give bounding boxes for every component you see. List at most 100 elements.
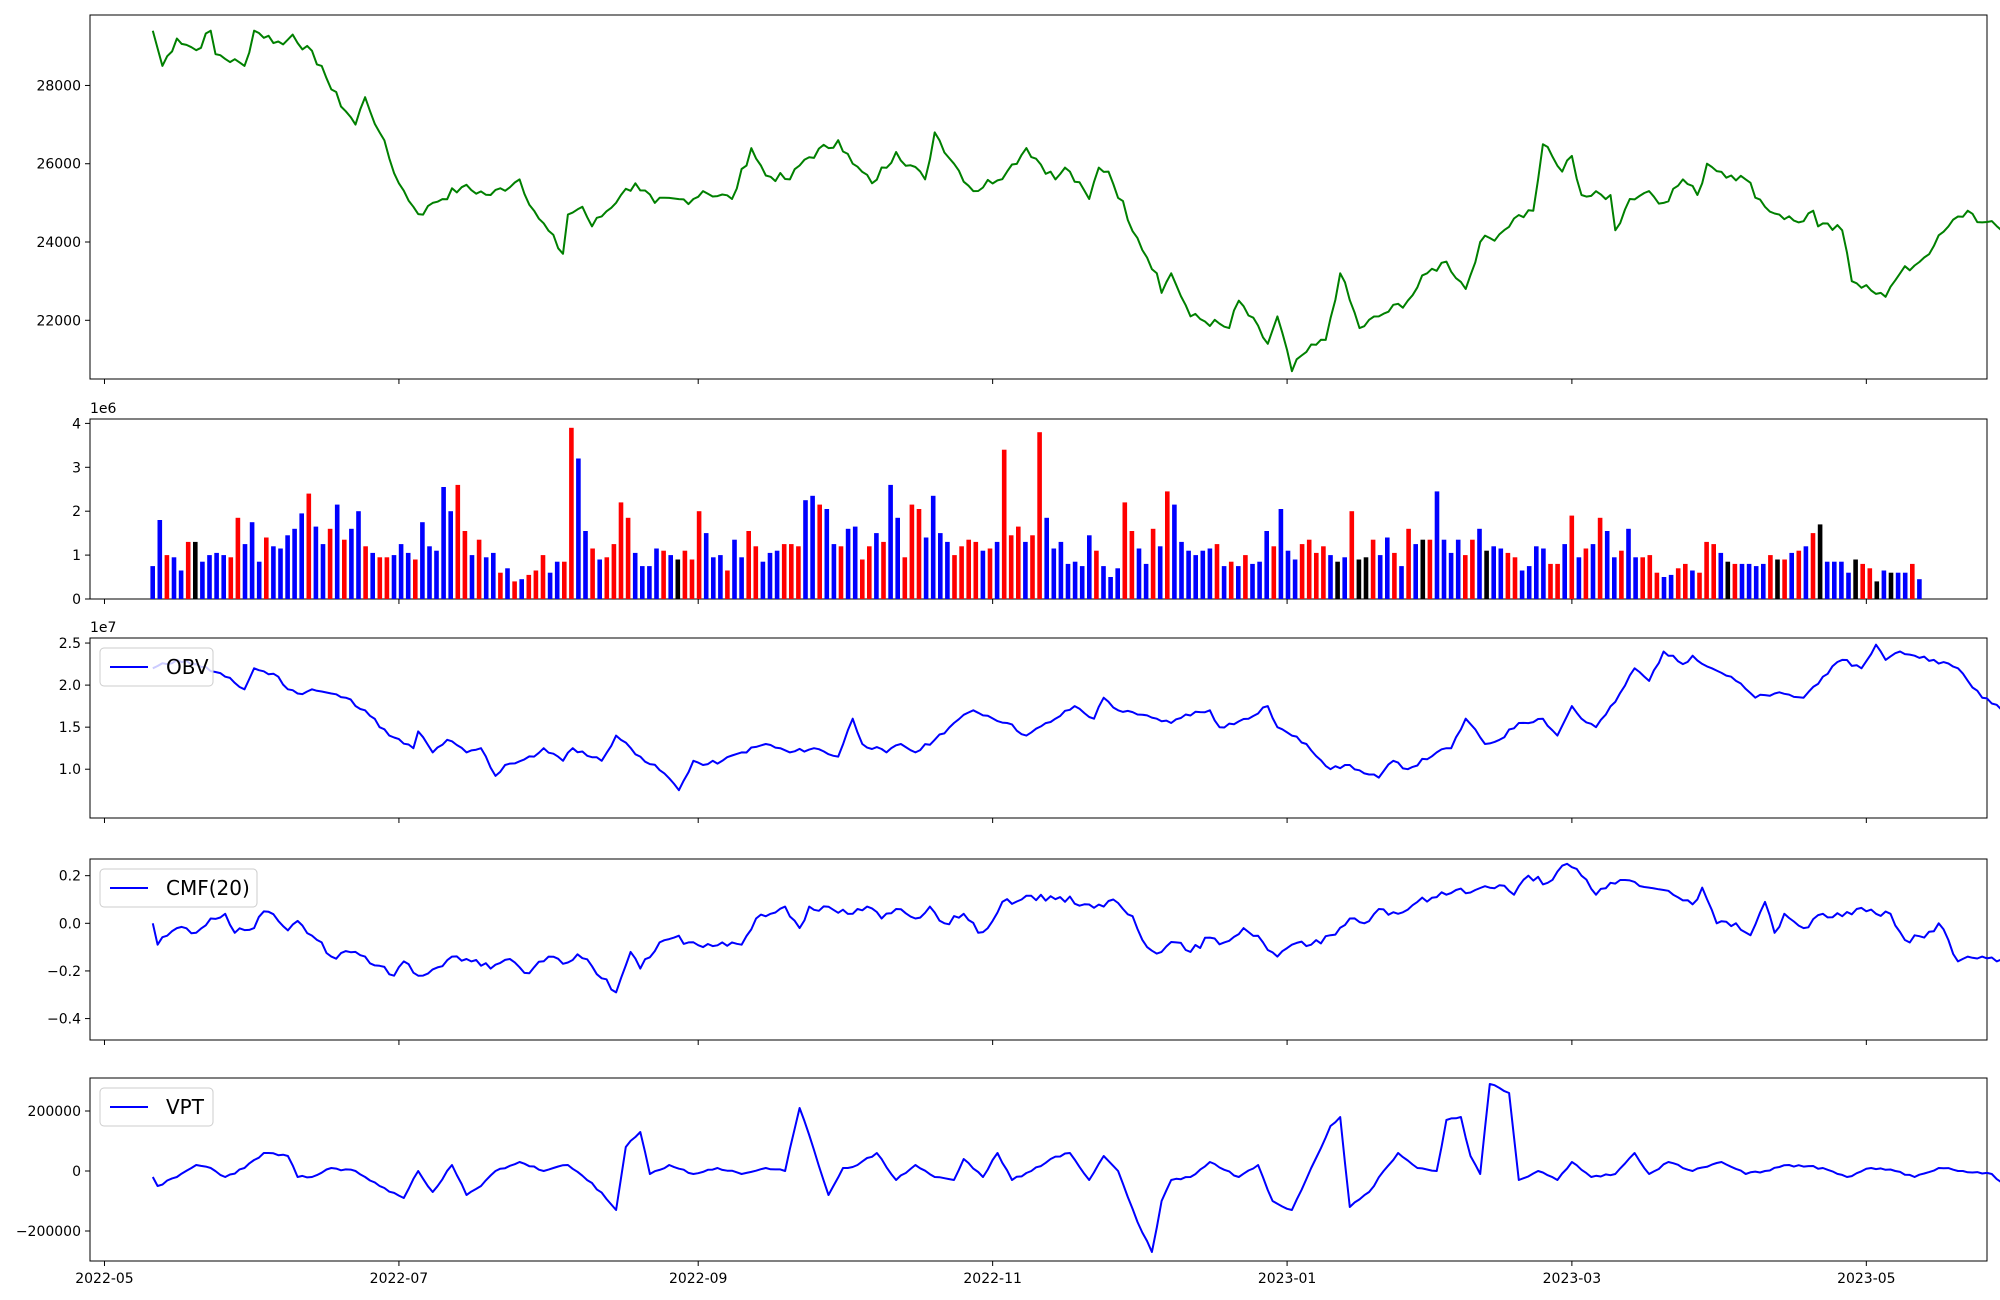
volume-bar <box>930 495 936 599</box>
volume-bar <box>611 544 617 599</box>
volume-bar <box>256 561 262 599</box>
volume-bar <box>753 546 759 599</box>
volume-bar <box>817 504 822 599</box>
volume-bar <box>334 504 340 599</box>
volume-bar <box>171 557 177 599</box>
y-tick-label: −0.2 <box>47 964 81 980</box>
volume-bar <box>1881 570 1887 599</box>
volume-bar <box>1328 555 1333 599</box>
x-tick-label: 2022-11 <box>963 1271 1022 1287</box>
volume-bar <box>562 561 567 599</box>
volume-bar <box>455 484 461 599</box>
volume-bar <box>384 557 390 599</box>
volume-bar <box>405 552 411 599</box>
y-tick-label: 28000 <box>36 78 81 94</box>
volume-bar <box>491 552 496 599</box>
volume-bar <box>370 552 375 599</box>
y-tick-label: 4 <box>72 416 81 432</box>
legend-box <box>99 1087 214 1127</box>
y-tick-label: 0 <box>72 592 81 608</box>
volume-bar <box>1690 570 1695 599</box>
volume-bar <box>1427 539 1433 599</box>
volume-bar <box>1413 544 1418 599</box>
volume-bar <box>1299 544 1305 599</box>
volume-bar <box>583 531 588 599</box>
volume-bar <box>1157 546 1163 599</box>
volume-bar <box>1782 559 1787 599</box>
volume-bar <box>1065 563 1071 599</box>
volume-bar <box>952 555 957 599</box>
volume-bar <box>519 579 524 599</box>
volume-bar <box>739 557 744 599</box>
legend-label: CMF(20) <box>166 876 250 900</box>
volume-bar <box>1385 537 1390 599</box>
volume-bar <box>469 555 475 599</box>
volume-bar <box>1739 563 1745 599</box>
legend: OBV <box>99 647 214 687</box>
volume-bar <box>1597 517 1603 599</box>
volume-bar <box>1484 550 1489 599</box>
volume-bar <box>1505 552 1511 599</box>
volume-bar <box>1683 563 1688 599</box>
volume-bar <box>306 493 312 599</box>
volume-bar <box>1668 574 1674 599</box>
volume-bar <box>1150 528 1156 599</box>
volume-bar <box>178 570 184 599</box>
volume-bar <box>1732 563 1738 599</box>
volume-bar <box>1363 557 1369 599</box>
volume-bar <box>838 546 844 599</box>
legend-box <box>99 647 214 687</box>
price-line <box>151 29 2000 373</box>
volume-bar <box>1647 555 1653 599</box>
volume-bar <box>746 531 751 599</box>
volume-bar <box>554 561 560 599</box>
legend-label: OBV <box>166 655 209 679</box>
volume-bar <box>845 528 851 599</box>
volume-bar <box>1186 550 1191 599</box>
y-tick-label: 0 <box>72 1164 81 1180</box>
x-tick-label: 2023-05 <box>1837 1271 1896 1287</box>
volume-bar <box>1824 561 1830 599</box>
volume-bar <box>271 546 276 599</box>
volume-bar <box>895 517 900 599</box>
y-tick-label: 24000 <box>36 235 81 251</box>
y-tick-label: 1 <box>72 548 81 564</box>
volume-bar <box>363 546 368 599</box>
volume-bar <box>1044 517 1049 599</box>
volume-bar <box>242 544 248 599</box>
volume-bar <box>349 528 354 599</box>
volume-bar <box>916 509 922 599</box>
volume-bar <box>767 552 773 599</box>
volume-bar <box>760 561 766 599</box>
volume-bar <box>221 555 226 599</box>
volume-bar <box>157 520 163 599</box>
y-tick-label: 26000 <box>36 157 81 173</box>
volume-bar <box>264 537 269 599</box>
volume-bar <box>604 557 610 599</box>
volume-bar <box>725 570 730 599</box>
volume-bar <box>1526 566 1532 599</box>
volume-bar <box>1321 546 1326 599</box>
volume-bar <box>1143 563 1149 599</box>
volume-bar <box>1448 552 1454 599</box>
x-tick-label: 2023-01 <box>1258 1271 1317 1287</box>
volume-bar <box>1214 544 1220 599</box>
volume-bar <box>1817 524 1823 599</box>
volume-bar <box>640 566 645 599</box>
vpt-line <box>151 1083 2000 1253</box>
volume-bar <box>292 528 297 599</box>
volume-bar <box>803 500 808 599</box>
volume-bar <box>1463 555 1468 599</box>
volume-bar <box>505 568 510 599</box>
volume-bar <box>1392 552 1397 599</box>
volume-bar <box>1420 539 1426 599</box>
volume-bar <box>1860 563 1865 599</box>
volume-bar <box>1725 561 1731 599</box>
volume-bar <box>1008 535 1014 599</box>
volume-bar <box>1569 515 1575 599</box>
volume-bar <box>1207 548 1213 599</box>
volume-bar <box>852 526 858 599</box>
volume-bar <box>1612 557 1617 599</box>
volume-bar <box>696 511 702 599</box>
